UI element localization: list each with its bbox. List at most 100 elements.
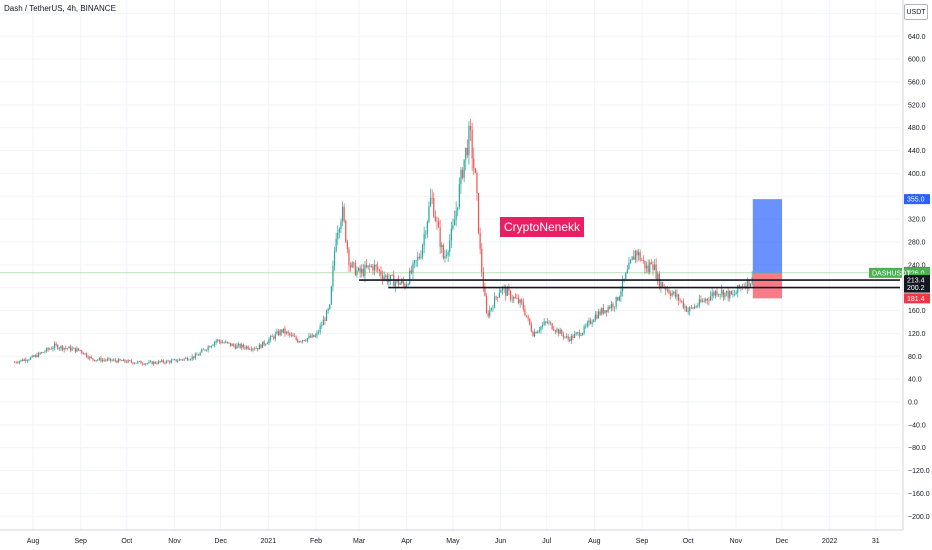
price-tick-label: 560.0 [908, 80, 926, 87]
candle-body [370, 265, 372, 267]
price-tick-label: −40.0 [908, 422, 926, 429]
candle-body [33, 355, 35, 357]
candle-body [599, 311, 601, 315]
candle-body [394, 281, 396, 287]
price-tick-label: 520.0 [908, 102, 926, 109]
candle-body [674, 291, 676, 297]
candle-body [109, 358, 112, 361]
candle-body [90, 356, 92, 359]
time-tick-label: Sep [74, 538, 87, 545]
candle-body [289, 333, 291, 335]
candle-body [377, 266, 379, 271]
candle-body [141, 363, 144, 365]
candle-body [543, 321, 545, 325]
candle-body [602, 307, 604, 314]
candle-body [524, 309, 526, 316]
candle-body [194, 354, 196, 359]
candle-body [277, 331, 280, 336]
candle-body [116, 360, 118, 363]
candle-body [209, 346, 211, 348]
candle-body [124, 359, 126, 362]
time-tick-label: Oct [683, 538, 694, 545]
candle-body [89, 356, 91, 359]
candle-body [28, 359, 30, 361]
candle-body [572, 335, 574, 338]
candle-body [730, 291, 732, 295]
candle-body [287, 331, 289, 334]
candle-body [517, 298, 520, 304]
candle-body [676, 294, 678, 297]
candle-body [321, 325, 323, 327]
candle-body [637, 252, 640, 256]
candle-body [431, 197, 433, 199]
candle-body [353, 262, 355, 264]
time-tick-label: 2022 [822, 538, 838, 545]
candle-body [423, 234, 425, 246]
time-tick-label: Apr [401, 538, 413, 545]
candle-body [375, 264, 377, 267]
candle-body [469, 125, 472, 131]
candle-body [305, 340, 307, 342]
candle-body [684, 306, 686, 308]
candle-body [570, 335, 572, 342]
candle-body [727, 290, 729, 299]
candle-body [439, 227, 441, 248]
candle-body [63, 347, 65, 350]
price-axis[interactable]: 680.0640.0600.0560.0520.0480.0440.0400.0… [902, 0, 930, 530]
candle-body [357, 268, 360, 271]
candle-body [729, 291, 731, 299]
candle-body [548, 322, 550, 324]
candle-body [437, 221, 440, 228]
candle-body [31, 355, 33, 358]
candle-body [383, 276, 385, 279]
time-tick-label: Dec [776, 538, 789, 545]
candle-body [341, 206, 344, 222]
candle-body [253, 348, 256, 350]
candle-body [428, 206, 430, 222]
candle-body [276, 331, 278, 334]
candle-body [709, 296, 712, 301]
candle-body [108, 358, 110, 360]
candle-body [521, 299, 523, 303]
candle-body [530, 324, 532, 332]
candle-body [250, 349, 252, 350]
price-tick-label: 440.0 [908, 148, 926, 155]
candle-body [735, 292, 737, 295]
candle-body [282, 328, 284, 333]
candle-body [421, 245, 424, 257]
candle-body [618, 296, 620, 301]
candle-body [162, 360, 164, 363]
price-tag-label: 213.4 [907, 278, 925, 285]
price-tick-label: 400.0 [908, 171, 926, 178]
candle-body [493, 296, 496, 308]
candle-body [545, 321, 547, 323]
candle-body [268, 339, 270, 344]
candle-body [378, 270, 380, 271]
time-axis[interactable]: Aug Sep Oct Nov Dec 2021 Feb Mar Apr May Jun Jul Aug… [0, 529, 903, 545]
candle-body [87, 356, 89, 359]
candle-body [748, 279, 750, 287]
candle-body [330, 286, 332, 305]
candle-body [441, 245, 443, 248]
candle-body [52, 347, 54, 349]
candle-body [588, 320, 590, 323]
candle-body [153, 361, 155, 365]
price-tick-label: 0.0 [908, 400, 918, 407]
candle-body [177, 360, 179, 362]
candle-body [181, 359, 184, 361]
candle-body [634, 250, 636, 260]
candle-body [340, 221, 342, 230]
currency-unit[interactable]: USDT [904, 4, 928, 20]
candle-body [413, 260, 416, 264]
candle-body [95, 360, 97, 361]
candle-body [418, 256, 420, 258]
candle-body [36, 355, 38, 358]
candle-body [429, 197, 432, 207]
candle-body [119, 359, 121, 361]
candle-body [690, 307, 692, 308]
candle-body [660, 282, 662, 288]
candle-body [522, 302, 524, 310]
candle-body [23, 359, 25, 362]
candle-body [175, 359, 177, 362]
